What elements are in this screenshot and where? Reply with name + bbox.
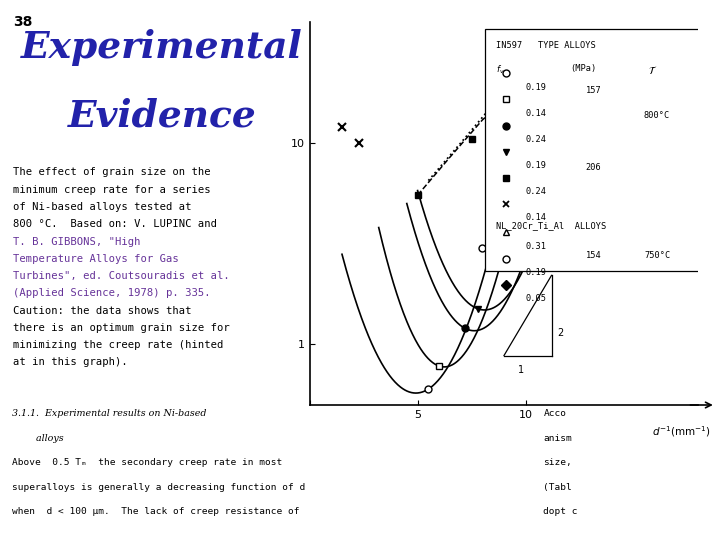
Text: of Ni-based alloys tested at: of Ni-based alloys tested at <box>14 202 192 212</box>
Text: Acco: Acco <box>544 409 567 418</box>
Text: size,: size, <box>544 458 572 467</box>
Text: 2: 2 <box>557 328 563 338</box>
Text: 800°C: 800°C <box>644 111 670 120</box>
Text: 0.05: 0.05 <box>526 294 546 303</box>
Text: minimizing the creep rate (hinted: minimizing the creep rate (hinted <box>14 340 224 350</box>
FancyBboxPatch shape <box>485 29 701 271</box>
Text: NL_20Cr_Ti_Al  ALLOYS: NL_20Cr_Ti_Al ALLOYS <box>496 221 606 230</box>
Text: 38: 38 <box>13 15 32 29</box>
Text: dopt c: dopt c <box>544 508 578 516</box>
Text: IN597   TYPE ALLOYS: IN597 TYPE ALLOYS <box>496 41 596 50</box>
Text: 3.1.1.  Experimental results on Ni-based: 3.1.1. Experimental results on Ni-based <box>12 409 207 418</box>
Text: Above  0.5 Tₘ  the secondary creep rate in most: Above 0.5 Tₘ the secondary creep rate in… <box>12 458 283 467</box>
Text: Temperature Alloys for Gas: Temperature Alloys for Gas <box>14 254 179 264</box>
Text: 0.19: 0.19 <box>526 268 546 277</box>
Text: 800 °C.  Based on: V. LUPINC and: 800 °C. Based on: V. LUPINC and <box>14 219 217 230</box>
Text: at in this graph).: at in this graph). <box>14 357 128 368</box>
Text: 0.24: 0.24 <box>526 187 546 196</box>
Text: 0.24: 0.24 <box>526 135 546 144</box>
Text: 0.14: 0.14 <box>526 213 546 222</box>
Text: alloys: alloys <box>12 434 64 442</box>
Text: (Applied Science, 1978) p. 335.: (Applied Science, 1978) p. 335. <box>14 288 211 299</box>
Text: 0.31: 0.31 <box>526 242 546 251</box>
Text: (Tabl: (Tabl <box>544 483 572 492</box>
Text: $f_v$: $f_v$ <box>496 64 505 76</box>
Text: The effect of grain size on the: The effect of grain size on the <box>14 167 211 178</box>
Text: Caution: the data shows that: Caution: the data shows that <box>14 306 192 316</box>
Text: Turbines", ed. Coutsouradis et al.: Turbines", ed. Coutsouradis et al. <box>14 271 230 281</box>
Text: 0.19: 0.19 <box>526 161 546 170</box>
Text: 206: 206 <box>585 163 601 172</box>
Text: 1: 1 <box>518 365 524 375</box>
Text: Evidence: Evidence <box>68 97 256 134</box>
Text: (MPa): (MPa) <box>570 64 596 73</box>
Text: T. B. GIBBONS, "High: T. B. GIBBONS, "High <box>14 237 141 247</box>
Text: 154: 154 <box>585 251 601 260</box>
Text: 0.19: 0.19 <box>526 83 546 92</box>
Text: $d^{-1}$(mm$^{-1}$): $d^{-1}$(mm$^{-1}$) <box>652 424 711 440</box>
Text: minimum creep rate for a series: minimum creep rate for a series <box>14 185 211 195</box>
Text: Experimental: Experimental <box>21 29 303 66</box>
Text: 0.14: 0.14 <box>526 109 546 118</box>
Text: 157: 157 <box>585 86 601 95</box>
Text: $\mathcal{T}$: $\mathcal{T}$ <box>648 64 657 76</box>
Text: superalloys is generally a decreasing function of d: superalloys is generally a decreasing fu… <box>12 483 306 492</box>
Text: when  d < 100 μm.  The lack of creep resistance of: when d < 100 μm. The lack of creep resis… <box>12 508 300 516</box>
Text: anism: anism <box>544 434 572 442</box>
Text: 750°C: 750°C <box>644 251 670 260</box>
Text: there is an optimum grain size for: there is an optimum grain size for <box>14 323 230 333</box>
